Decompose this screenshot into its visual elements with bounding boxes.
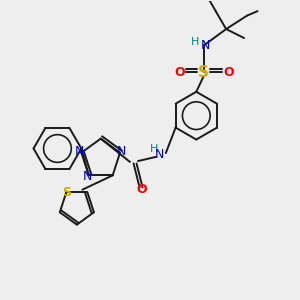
Text: N: N	[155, 148, 164, 161]
Text: N: N	[75, 145, 85, 158]
Text: N: N	[82, 170, 92, 183]
Text: H: H	[191, 37, 200, 47]
Text: O: O	[174, 66, 184, 79]
Text: N: N	[117, 145, 126, 158]
Text: S: S	[62, 186, 71, 199]
Text: O: O	[223, 66, 233, 79]
Text: S: S	[198, 65, 209, 80]
Text: O: O	[136, 183, 147, 196]
Text: H: H	[150, 144, 159, 154]
Text: N: N	[201, 39, 210, 52]
